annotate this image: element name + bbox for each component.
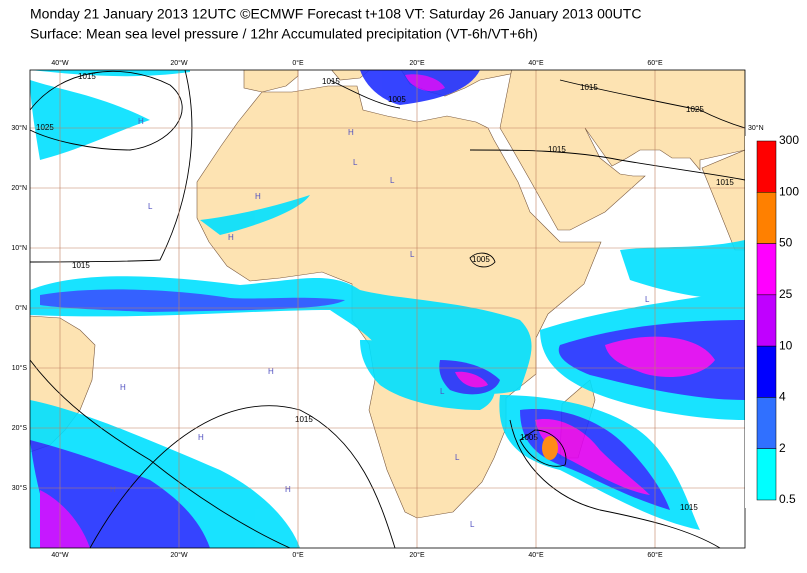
colorbar-label: 0.5 [779, 492, 796, 506]
isobar-label: 1025 [686, 105, 704, 114]
map-area: 1015 1025 1015 1005 1015 1025 1015 1015 … [30, 70, 745, 548]
lat-label: 30°S [12, 484, 28, 492]
isobar-label: 1015 [295, 415, 313, 424]
lat-label: 0°N [15, 304, 27, 312]
isobar-label: 1015 [680, 503, 698, 512]
pressure-marker: L [148, 202, 153, 211]
lon-label: 40°E [528, 551, 544, 559]
isobar-label: 1025 [36, 123, 54, 132]
pressure-marker: L [470, 520, 475, 529]
pressure-marker: H [110, 485, 116, 494]
isobar-label: 1015 [548, 145, 566, 154]
lon-label: 0°E [292, 551, 304, 559]
lat-label: 10°N [11, 244, 27, 252]
lon-label: 20°W [170, 59, 188, 67]
lat-label: 30°N [11, 124, 27, 132]
lat-label: 20°N [11, 184, 27, 192]
colorbar-label: 50 [779, 236, 793, 250]
subtitle: Surface: Mean sea level pressure / 12hr … [30, 26, 538, 42]
middle-east [499, 70, 745, 231]
isobar-label: 1015 [716, 178, 734, 187]
pressure-marker: L [455, 453, 460, 462]
isobar-label: 1015 [580, 83, 598, 92]
colorbar-segment [756, 397, 777, 449]
colorbar-label: 25 [779, 287, 793, 301]
pressure-marker: H [285, 485, 291, 494]
isobar-label: 1015 [78, 72, 96, 81]
colorbar-label: 2 [779, 441, 786, 455]
lat-label: 30°N [748, 124, 764, 132]
pressure-marker: H [120, 383, 126, 392]
lon-label: 40°W [51, 59, 69, 67]
isobar-label: 1015 [72, 261, 90, 270]
lat-label: 10°S [12, 364, 28, 372]
lon-label: 20°E [409, 551, 425, 559]
title: Monday 21 January 2013 12UTC ©ECMWF Fore… [30, 6, 641, 22]
colorbar-segment [756, 294, 777, 347]
pressure-marker: L [390, 176, 395, 185]
colorbar-label: 4 [779, 390, 786, 404]
pressure-marker: H [228, 233, 234, 242]
colorbar-segment [756, 448, 777, 501]
lon-label: 40°W [51, 551, 69, 559]
lat-label: 20°S [12, 424, 28, 432]
isobar-label: 1005 [388, 95, 406, 104]
pressure-marker: L [645, 295, 650, 304]
colorbar-segment [756, 345, 777, 398]
lon-label: 20°W [170, 551, 188, 559]
pressure-marker: L [353, 158, 358, 167]
isobar-label: 1015 [322, 77, 340, 86]
lon-label: 20°E [409, 59, 425, 67]
colorbar-segment [756, 243, 777, 296]
precipitation [30, 70, 745, 548]
pressure-marker: H [198, 433, 204, 442]
pressure-marker: H [348, 128, 354, 137]
isobar-label: 1005 [472, 255, 490, 264]
lon-label: 60°E [647, 551, 663, 559]
pressure-marker: L [410, 250, 415, 259]
lon-label: 40°E [528, 59, 544, 67]
colorbar-segment [756, 192, 777, 244]
colorbar-label: 300 [779, 133, 799, 147]
colorbar-label: 10 [779, 338, 793, 352]
pressure-marker: L [440, 387, 445, 396]
lon-label: 60°E [647, 59, 663, 67]
lon-label: 0°E [292, 59, 304, 67]
colorbar-label: 100 [779, 184, 799, 198]
colorbar-segment [756, 140, 777, 193]
pressure-marker: H [268, 367, 274, 376]
pressure-marker: H [138, 117, 144, 126]
pressure-marker: H [255, 192, 261, 201]
graticule [30, 70, 745, 548]
isobars [30, 70, 745, 548]
isobar-label: 1005 [520, 433, 538, 442]
